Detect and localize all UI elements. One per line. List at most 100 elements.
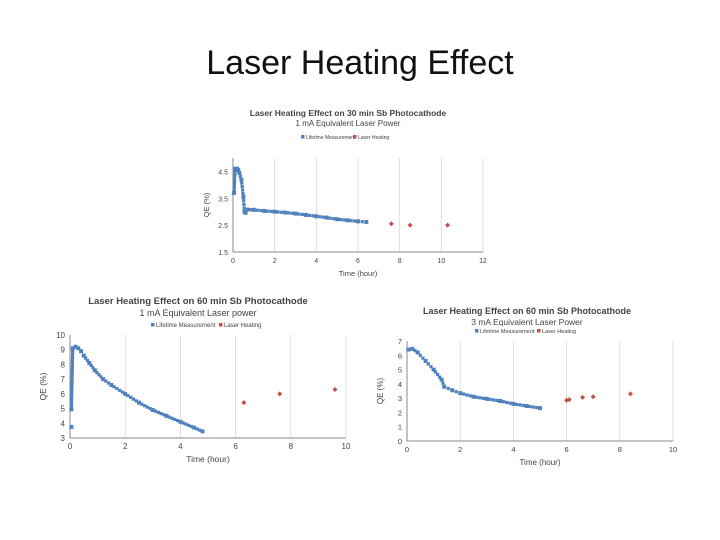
x-axis-label: Time (hour) bbox=[339, 269, 378, 278]
data-point bbox=[445, 222, 451, 228]
data-point bbox=[131, 397, 136, 401]
legend-label: Lifetime Measurement bbox=[480, 329, 535, 335]
data-point bbox=[70, 374, 74, 378]
data-point bbox=[478, 396, 482, 400]
x-tick-label: 4 bbox=[178, 442, 183, 451]
data-point bbox=[364, 219, 369, 224]
y-tick-label: 3 bbox=[398, 394, 402, 403]
data-point bbox=[233, 170, 237, 174]
data-point bbox=[262, 208, 267, 213]
data-point bbox=[269, 209, 273, 214]
data-point bbox=[332, 386, 338, 392]
data-point bbox=[429, 365, 433, 369]
data-point bbox=[277, 391, 283, 397]
x-tick-label: 10 bbox=[437, 258, 445, 265]
data-point bbox=[243, 210, 248, 215]
data-point bbox=[107, 381, 111, 385]
legend-marker bbox=[301, 135, 305, 139]
chart-title: Laser Heating Effect on 60 min Sb Photoc… bbox=[423, 306, 631, 316]
x-tick-label: 4 bbox=[314, 258, 318, 265]
data-point bbox=[538, 406, 542, 411]
data-point bbox=[70, 377, 74, 381]
y-tick-label: 9 bbox=[61, 346, 66, 355]
data-point bbox=[266, 209, 270, 213]
legend-marker bbox=[537, 329, 541, 333]
data-point bbox=[134, 399, 138, 403]
legend-marker bbox=[353, 135, 357, 139]
data-point bbox=[272, 209, 277, 214]
legend-marker bbox=[219, 323, 223, 327]
data-point bbox=[150, 408, 155, 413]
data-point bbox=[242, 202, 246, 206]
chart-legend: Lifetime Measurement Laser Heating bbox=[151, 323, 261, 329]
data-point bbox=[184, 422, 188, 426]
x-tick-label: 2 bbox=[123, 442, 128, 451]
data-point bbox=[498, 399, 503, 403]
data-point bbox=[70, 358, 75, 363]
y-tick-label: 0 bbox=[398, 437, 402, 446]
series-lifetime-measurement bbox=[406, 346, 542, 411]
chart-title: Laser Heating Effect on 60 min Sb Photoc… bbox=[88, 296, 308, 307]
chart-subtitle: 3 mA Equivalent Laser Power bbox=[471, 317, 583, 327]
data-point bbox=[170, 416, 174, 420]
data-point bbox=[345, 218, 350, 223]
data-point bbox=[156, 410, 160, 414]
y-tick-label: 7 bbox=[61, 375, 66, 384]
data-point bbox=[70, 355, 75, 360]
data-point bbox=[307, 213, 311, 217]
data-point bbox=[342, 218, 346, 222]
data-point bbox=[484, 396, 489, 401]
x-tick-label: 0 bbox=[68, 442, 73, 451]
x-tick-label: 6 bbox=[356, 258, 360, 265]
data-point bbox=[240, 188, 245, 192]
y-tick-label: 4 bbox=[398, 380, 402, 389]
data-point bbox=[73, 344, 78, 349]
data-point bbox=[145, 405, 149, 409]
data-point bbox=[79, 349, 84, 354]
y-tick-label: 7 bbox=[398, 337, 402, 346]
y-tick-label: 1.5 bbox=[218, 250, 228, 257]
data-point bbox=[70, 371, 74, 375]
legend-label: Laser Heating bbox=[358, 135, 389, 141]
data-point bbox=[511, 401, 516, 406]
slide-title: Laser Heating Effect bbox=[206, 44, 514, 82]
chart-legend: Lifetime Measurement Laser Heating bbox=[475, 329, 576, 335]
data-point bbox=[461, 392, 466, 396]
y-tick-label: 8 bbox=[61, 360, 66, 369]
data-point bbox=[233, 166, 238, 171]
x-tick-label: 6 bbox=[565, 445, 569, 454]
x-tick-label: 0 bbox=[231, 258, 235, 265]
data-point bbox=[441, 381, 445, 385]
y-tick-label: 5 bbox=[398, 366, 402, 375]
x-tick-label: 2 bbox=[458, 445, 462, 454]
series-laser-heating bbox=[388, 221, 451, 228]
data-point bbox=[176, 419, 180, 423]
data-point bbox=[239, 177, 244, 182]
y-tick-label: 6 bbox=[398, 351, 402, 360]
data-point bbox=[407, 222, 413, 228]
data-point bbox=[232, 188, 236, 192]
data-point bbox=[488, 397, 492, 401]
data-point bbox=[339, 217, 343, 222]
data-point bbox=[286, 211, 291, 215]
data-point bbox=[293, 211, 298, 216]
data-point bbox=[241, 194, 246, 199]
data-point bbox=[450, 388, 455, 393]
data-point bbox=[249, 208, 253, 212]
series-lifetime-measurement bbox=[232, 166, 369, 224]
data-point bbox=[590, 394, 596, 400]
data-point bbox=[360, 220, 364, 224]
data-point bbox=[187, 423, 191, 427]
chart-subtitle: 1 mA Equivalent Laser Power bbox=[296, 119, 401, 128]
data-point bbox=[410, 346, 415, 351]
data-point bbox=[92, 368, 97, 373]
data-point bbox=[481, 396, 486, 400]
y-tick-label: 2.5 bbox=[218, 223, 228, 230]
data-point bbox=[352, 219, 357, 223]
data-point bbox=[426, 362, 430, 366]
data-point bbox=[437, 375, 442, 379]
data-point bbox=[468, 394, 472, 398]
data-point bbox=[70, 392, 74, 396]
data-point bbox=[120, 390, 125, 394]
y-tick-label: 1 bbox=[398, 423, 402, 432]
